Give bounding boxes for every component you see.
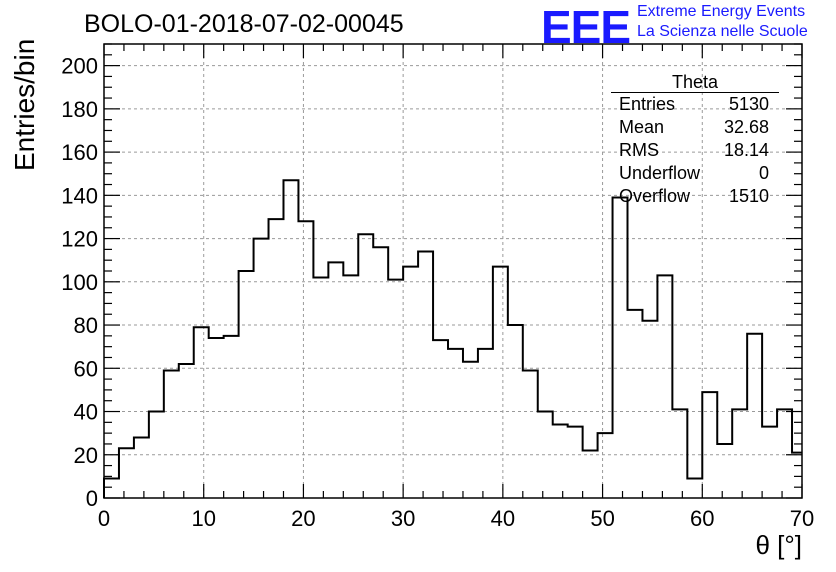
- histogram-bin: [433, 340, 448, 498]
- histogram-bin: [358, 234, 373, 498]
- histogram-bin: [373, 247, 388, 498]
- histogram-bin: [702, 392, 717, 498]
- histogram-bin: [418, 252, 433, 498]
- stats-value: 5130: [728, 94, 769, 114]
- logo-caption-line1: Extreme Energy Events: [637, 3, 806, 20]
- y-tick-label: 60: [74, 356, 98, 381]
- x-tick-label: 30: [391, 506, 415, 531]
- x-tick-label: 50: [590, 506, 614, 531]
- histogram-bin: [343, 275, 358, 498]
- y-tick-label: 120: [61, 227, 98, 252]
- tick-labels: 0 10 20 30 40 50 60 70 0 20 40 60 80 100 120 140 160 180 2…: [61, 54, 814, 531]
- histogram-bin: [328, 262, 343, 498]
- histogram-bins: [104, 180, 802, 498]
- histogram-bin: [613, 197, 628, 498]
- histogram-bin: [313, 277, 328, 498]
- histogram-bin: [388, 280, 403, 498]
- chart-title: BOLO-01-2018-07-02-00045: [84, 10, 404, 38]
- logo-caption: Extreme Energy Events La Scienza nelle S…: [637, 2, 808, 42]
- histogram-bin: [209, 338, 224, 498]
- histogram-bin: [403, 267, 418, 498]
- histogram-bin: [687, 479, 702, 498]
- y-tick-label: 20: [74, 443, 98, 468]
- x-tick-label: 10: [191, 506, 215, 531]
- histogram-bin: [239, 271, 254, 498]
- histogram-bin: [104, 479, 119, 498]
- histogram-bin: [283, 180, 298, 498]
- eee-logo: EEE: [541, 1, 631, 53]
- stats-label: Overflow: [619, 186, 691, 206]
- x-tick-label: 70: [790, 506, 814, 531]
- y-tick-label: 0: [86, 486, 98, 511]
- histogram-bin: [777, 409, 792, 498]
- histogram-bin: [717, 444, 732, 498]
- stats-row-underflow: Underflow 0: [611, 162, 777, 185]
- histogram-bin: [732, 409, 747, 498]
- y-tick-label: 140: [61, 183, 98, 208]
- stats-label: Entries: [619, 94, 676, 114]
- stats-row-entries: Entries 5130: [611, 93, 777, 116]
- stats-value: 1510: [728, 186, 769, 206]
- stats-row-rms: RMS 18.14: [611, 139, 777, 162]
- stats-value: 18.14: [723, 140, 769, 160]
- histogram-bin: [119, 448, 134, 498]
- y-tick-label: 160: [61, 140, 98, 165]
- stats-row-overflow: Overflow 1510: [611, 185, 777, 208]
- histogram-bin: [493, 267, 508, 498]
- y-axis-label: Entries/bin: [9, 38, 40, 171]
- histogram-bin: [553, 424, 568, 498]
- histogram-bin: [269, 219, 284, 498]
- stats-value: 0: [758, 163, 769, 183]
- histogram-bin: [149, 412, 164, 498]
- y-tick-label: 200: [61, 54, 98, 79]
- histogram-bin: [747, 334, 762, 498]
- histogram-bin: [792, 453, 802, 498]
- stats-label: Underflow: [619, 163, 701, 183]
- y-tick-label: 100: [61, 270, 98, 295]
- histogram-bin: [194, 327, 209, 498]
- x-axis-label: θ [°]: [755, 530, 802, 560]
- histogram-bin: [672, 409, 687, 498]
- histogram-bin: [478, 349, 493, 498]
- histogram-bin: [657, 275, 672, 498]
- histogram-bin: [598, 433, 613, 498]
- y-tick-label: 180: [61, 97, 98, 122]
- histogram-bin: [134, 437, 149, 498]
- plot-frame: [103, 43, 803, 499]
- histogram-bin: [583, 450, 598, 498]
- histogram-bin: [628, 310, 643, 498]
- stats-label: Mean: [619, 117, 665, 137]
- x-tick-label: 60: [690, 506, 714, 531]
- histogram-bin: [298, 221, 313, 498]
- y-tick-label: 80: [74, 313, 98, 338]
- stats-label: RMS: [619, 140, 659, 160]
- stats-box: Theta Entries 5130 Mean 32.68 RMS 18.14 …: [611, 72, 779, 208]
- grid-lines: [104, 44, 802, 498]
- histogram-bin: [448, 349, 463, 498]
- x-tick-label: 0: [98, 506, 110, 531]
- histogram-bin: [642, 321, 657, 498]
- histogram-bin: [179, 364, 194, 498]
- x-tick-label: 20: [291, 506, 315, 531]
- histogram-bin: [568, 427, 583, 498]
- x-tick-label: 40: [491, 506, 515, 531]
- stats-row-mean: Mean 32.68: [611, 116, 777, 139]
- histogram-bin: [164, 370, 179, 498]
- histogram-bin: [463, 362, 478, 498]
- histogram-bin: [762, 427, 777, 498]
- y-tick-label: 40: [74, 400, 98, 425]
- histogram-outline: [103, 179, 802, 498]
- logo-caption-line2: La Scienza nelle Scuole: [637, 23, 808, 40]
- stats-title: Theta: [611, 72, 779, 93]
- stats-value: 32.68: [723, 117, 769, 137]
- histogram-bin: [523, 370, 538, 498]
- histogram-bin: [224, 336, 239, 498]
